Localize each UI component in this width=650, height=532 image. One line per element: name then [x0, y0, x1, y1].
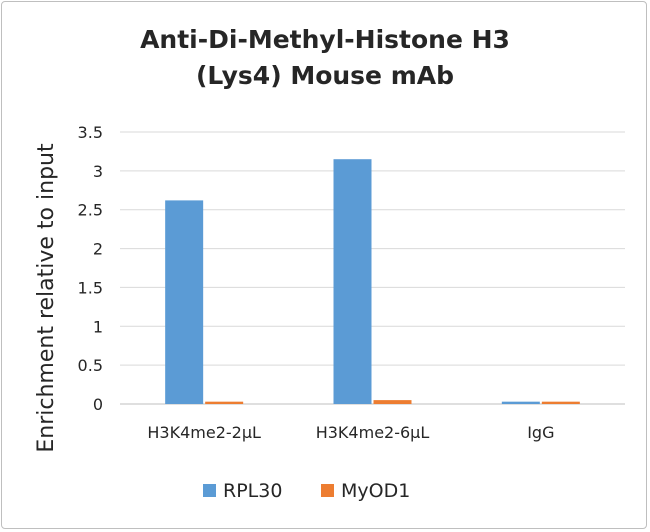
y-tick-label: 0 — [93, 395, 103, 414]
x-tick-label: H3K4me2-2µL — [147, 423, 261, 442]
y-tick-label: 2.5 — [78, 201, 103, 220]
bar-rpl30-0 — [165, 200, 204, 404]
chart-title-line: Anti-Di-Methyl-Histone H3 — [140, 25, 510, 54]
bar-rpl30-1 — [333, 159, 372, 404]
legend-swatch-myod1 — [321, 484, 334, 497]
bar-rpl30-2 — [501, 401, 540, 404]
chart-title: Anti-Di-Methyl-Histone H3 (Lys4) Mouse mA… — [140, 25, 510, 90]
legend-swatch-rpl30 — [203, 484, 216, 497]
legend-label-myod1: MyOD1 — [341, 480, 410, 502]
legend-label-rpl30: RPL30 — [223, 480, 282, 502]
y-tick-label: 2 — [93, 240, 103, 259]
y-tick-label: 3.5 — [78, 123, 103, 142]
legend: RPL30 MyOD1 — [203, 480, 410, 502]
y-tick-label: 1 — [93, 317, 103, 336]
bar-myod1-1 — [373, 400, 412, 404]
bars — [165, 159, 580, 404]
gridlines — [120, 131, 625, 405]
x-axis-ticks: H3K4me2-2µL H3K4me2-6µL IgG — [147, 423, 554, 442]
bar-myod1-0 — [205, 401, 244, 404]
x-tick-label: H3K4me2-6µL — [316, 423, 430, 442]
y-tick-label: 1.5 — [78, 278, 103, 297]
y-tick-label: 3 — [93, 162, 103, 181]
y-axis-ticks: 0 0.5 1 1.5 2 2.5 3 3.5 — [78, 123, 103, 414]
y-tick-label: 0.5 — [78, 356, 103, 375]
chart-title-line: (Lys4) Mouse mAb — [196, 61, 454, 90]
bar-myod1-2 — [541, 401, 580, 404]
y-axis-label: Enrichment relative to input — [34, 143, 59, 453]
x-tick-label: IgG — [527, 423, 554, 442]
